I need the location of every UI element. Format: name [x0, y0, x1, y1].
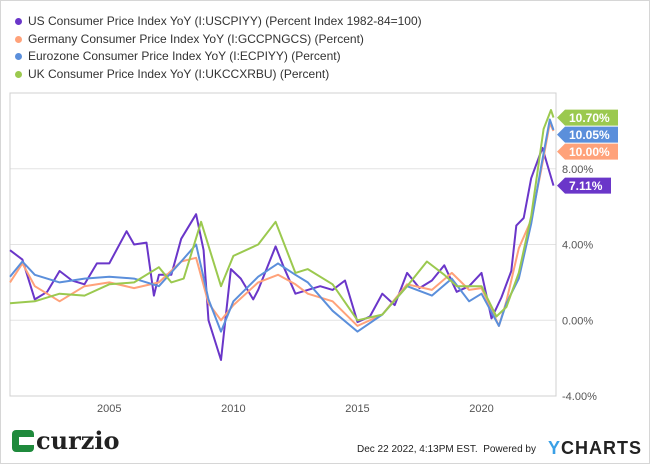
timestamp: Dec 22 2022, 4:13PM EST. Powered by	[357, 444, 536, 455]
end-label-badge-2	[557, 126, 618, 143]
legend-item-eurozone[interactable]: Eurozone Consumer Price Index YoY (I:ECP…	[15, 48, 422, 66]
x-tick-label: 2020	[469, 403, 493, 415]
series-line-1	[9, 122, 555, 327]
series-line-2	[9, 118, 555, 333]
legend-label: Germany Consumer Price Index YoY (I:GCCP…	[28, 31, 364, 46]
logo-mark	[12, 429, 34, 452]
ycharts-y: Y	[547, 438, 561, 458]
x-tick-label: 2015	[345, 403, 369, 415]
timestamp-text: Dec 22 2022, 4:13PM EST.	[357, 444, 478, 455]
legend-item-us[interactable]: US Consumer Price Index YoY (I:USCPIYY) …	[15, 13, 422, 31]
end-label-badge-0	[557, 177, 611, 194]
end-label-text-0: 7.11%	[569, 179, 603, 193]
y-tick-label: 8.00%	[562, 164, 593, 176]
legend-item-uk[interactable]: UK Consumer Price Index YoY (I:UKCCXRBU)…	[15, 66, 422, 84]
series-line-3	[9, 109, 555, 322]
y-tick-label: 4.00%	[562, 240, 593, 252]
end-label-text-2: 10.05%	[569, 128, 610, 142]
ycharts-rest: CHARTS	[561, 438, 642, 458]
powered-by-text: Powered by	[483, 444, 536, 455]
brand-text: curzio	[36, 426, 120, 455]
ycharts-logo[interactable]: YCHARTS	[548, 438, 642, 459]
end-label-text-3: 10.70%	[569, 111, 610, 125]
legend-label: UK Consumer Price Index YoY (I:UKCCXRBU)…	[28, 66, 330, 81]
legend-dot-eurozone	[15, 53, 22, 61]
y-tick-label: -4.00%	[562, 391, 597, 403]
legend-dot-us	[15, 18, 22, 26]
legend-dot-uk	[15, 70, 22, 78]
end-label-badge-1	[557, 143, 618, 160]
legend-label: US Consumer Price Index YoY (I:USCPIYY) …	[28, 14, 422, 28]
end-label-text-1: 10.00%	[569, 145, 610, 159]
y-tick-label: 0.00%	[562, 315, 593, 327]
plot-border	[9, 92, 557, 397]
legend-dot-germany	[15, 35, 22, 43]
series-line-0	[9, 146, 555, 361]
end-label-badge-3	[557, 109, 618, 126]
curzio-logo: curzio	[12, 426, 119, 455]
x-tick-label: 2005	[97, 403, 121, 415]
legend-item-germany[interactable]: Germany Consumer Price Index YoY (I:GCCP…	[15, 31, 422, 49]
x-tick-label: 2010	[221, 403, 245, 415]
legend-label: Eurozone Consumer Price Index YoY (I:ECP…	[28, 49, 341, 63]
legend: US Consumer Price Index YoY (I:USCPIYY) …	[15, 13, 422, 83]
